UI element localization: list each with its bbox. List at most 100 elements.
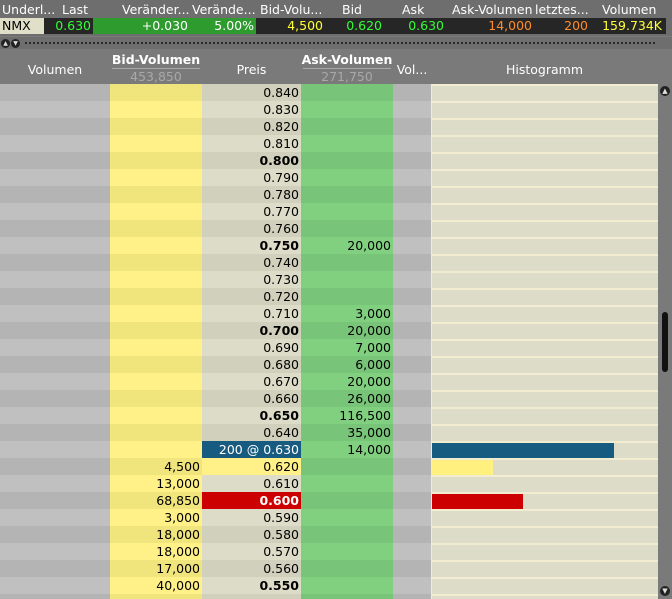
- splitter-handle[interactable]: [25, 42, 655, 44]
- vol-cell: [393, 526, 431, 543]
- quote-col-6[interactable]: Ask: [402, 2, 425, 17]
- price-cell: 0.650: [202, 407, 301, 424]
- table-row[interactable]: 0.720: [0, 288, 658, 305]
- orderbook-grid[interactable]: 0.840 0.830 0.820 0.810 0.800 0.790 0.780 0.770…: [0, 84, 658, 599]
- table-row[interactable]: 0.690 7,000: [0, 339, 658, 356]
- table-row[interactable]: 3,000 0.590: [0, 509, 658, 526]
- splitter[interactable]: ▲ ▼: [0, 37, 672, 49]
- quote-col-5[interactable]: Bid: [342, 2, 362, 17]
- quote-col-2[interactable]: Veränder...: [122, 2, 190, 17]
- histogram-cell: [431, 101, 658, 118]
- col-ask-volumen[interactable]: Ask-Volumen: [301, 52, 393, 67]
- quote-col-8[interactable]: letztes...: [535, 2, 589, 17]
- table-row[interactable]: 13,000 0.610: [0, 475, 658, 492]
- bid-volume-cell: [110, 305, 202, 322]
- table-row[interactable]: 0.700 20,000: [0, 322, 658, 339]
- table-row[interactable]: 0.820: [0, 118, 658, 135]
- table-row[interactable]: 0.640 35,000: [0, 424, 658, 441]
- collapse-up-icon[interactable]: ▲: [1, 39, 10, 48]
- table-row[interactable]: 0.670 20,000: [0, 373, 658, 390]
- vol-cell: [393, 339, 431, 356]
- scroll-down-icon[interactable]: ▼: [660, 586, 670, 596]
- bid-volume-cell: 13,000: [110, 475, 202, 492]
- table-row[interactable]: 0.810: [0, 135, 658, 152]
- table-row[interactable]: 0.710 3,000: [0, 305, 658, 322]
- table-row[interactable]: 68,850 0.600: [0, 492, 658, 509]
- quote-col-9[interactable]: Volumen: [602, 2, 657, 17]
- volume-cell: [0, 577, 110, 594]
- col-preis[interactable]: Preis: [236, 62, 267, 77]
- volume-cell: [0, 594, 110, 599]
- vol-cell: [393, 475, 431, 492]
- vol-cell: [393, 118, 431, 135]
- table-row[interactable]: 0.830: [0, 101, 658, 118]
- table-row[interactable]: 18,000 0.570: [0, 543, 658, 560]
- table-row[interactable]: 0.750 20,000: [0, 237, 658, 254]
- table-row[interactable]: 0.800: [0, 152, 658, 169]
- collapse-down-icon[interactable]: ▼: [11, 39, 20, 48]
- quote-col-7[interactable]: Ask-Volumen: [452, 2, 533, 17]
- volume-cell: [0, 356, 110, 373]
- ask-volume-cell: 20,000: [301, 237, 393, 254]
- bid-volume-cell: 18,000: [110, 543, 202, 560]
- table-row[interactable]: [0, 594, 658, 599]
- table-row[interactable]: 0.730: [0, 271, 658, 288]
- table-row[interactable]: 0.790: [0, 169, 658, 186]
- col-histogramm[interactable]: Histogramm: [505, 62, 584, 77]
- price-cell: 0.780: [202, 186, 301, 203]
- bid-volume-cell: 18,000: [110, 526, 202, 543]
- table-row[interactable]: 0.770: [0, 203, 658, 220]
- col-volumen[interactable]: Volumen: [27, 62, 83, 77]
- ask-volume-cell: 26,000: [301, 390, 393, 407]
- price-cell: 0.720: [202, 288, 301, 305]
- scroll-up-icon[interactable]: ▲: [660, 86, 670, 96]
- quote-col-1[interactable]: Last: [62, 2, 89, 17]
- vol-cell: [393, 509, 431, 526]
- bid-volume-cell: [110, 271, 202, 288]
- table-row[interactable]: 0.840: [0, 84, 658, 101]
- volume-cell: [0, 543, 110, 560]
- ask-volume-cell: [301, 186, 393, 203]
- price-cell: 0.690: [202, 339, 301, 356]
- table-row[interactable]: 0.780: [0, 186, 658, 203]
- bid-volume-cell: [110, 118, 202, 135]
- col-bid-volumen[interactable]: Bid-Volumen: [111, 52, 201, 67]
- volume-cell: [0, 220, 110, 237]
- table-row[interactable]: 40,000 0.550: [0, 577, 658, 594]
- quote-col-3[interactable]: Verände...: [192, 2, 256, 17]
- quote-col-0[interactable]: Underl...: [2, 2, 56, 17]
- table-row[interactable]: 0.740: [0, 254, 658, 271]
- vol-cell: [393, 356, 431, 373]
- table-row[interactable]: 0.650 116,500: [0, 407, 658, 424]
- price-cell: 0.590: [202, 509, 301, 526]
- bid-volume-cell: [110, 152, 202, 169]
- volume-cell: [0, 390, 110, 407]
- histogram-bar: [432, 443, 614, 458]
- vol-cell: [393, 424, 431, 441]
- bid-volume-cell: [110, 135, 202, 152]
- volume-cell: [0, 254, 110, 271]
- table-row[interactable]: 0.760: [0, 220, 658, 237]
- volume-cell: [0, 186, 110, 203]
- volume-cell: [0, 237, 110, 254]
- table-row[interactable]: 18,000 0.580: [0, 526, 658, 543]
- vol-cell: [393, 441, 431, 458]
- ask-volume-cell: [301, 543, 393, 560]
- table-row[interactable]: 0.680 6,000: [0, 356, 658, 373]
- histogram-cell: [431, 288, 658, 305]
- bid-volume-cell: [110, 407, 202, 424]
- quote-value-9: 159.734K: [602, 18, 662, 33]
- ask-volume-cell: [301, 254, 393, 271]
- table-row[interactable]: 0.660 26,000: [0, 390, 658, 407]
- vol-cell: [393, 203, 431, 220]
- vol-cell: [393, 577, 431, 594]
- table-row[interactable]: 4,500 0.620: [0, 458, 658, 475]
- histogram-cell: [431, 152, 658, 169]
- vol-cell: [393, 288, 431, 305]
- ask-volume-cell: [301, 169, 393, 186]
- scrollbar-thumb[interactable]: [662, 312, 668, 372]
- quote-col-4[interactable]: Bid-Volu...: [260, 2, 323, 17]
- table-row[interactable]: 17,000 0.560: [0, 560, 658, 577]
- table-row[interactable]: 200 @ 0.630 14,000: [0, 441, 658, 458]
- col-vol[interactable]: Vol...: [396, 62, 428, 77]
